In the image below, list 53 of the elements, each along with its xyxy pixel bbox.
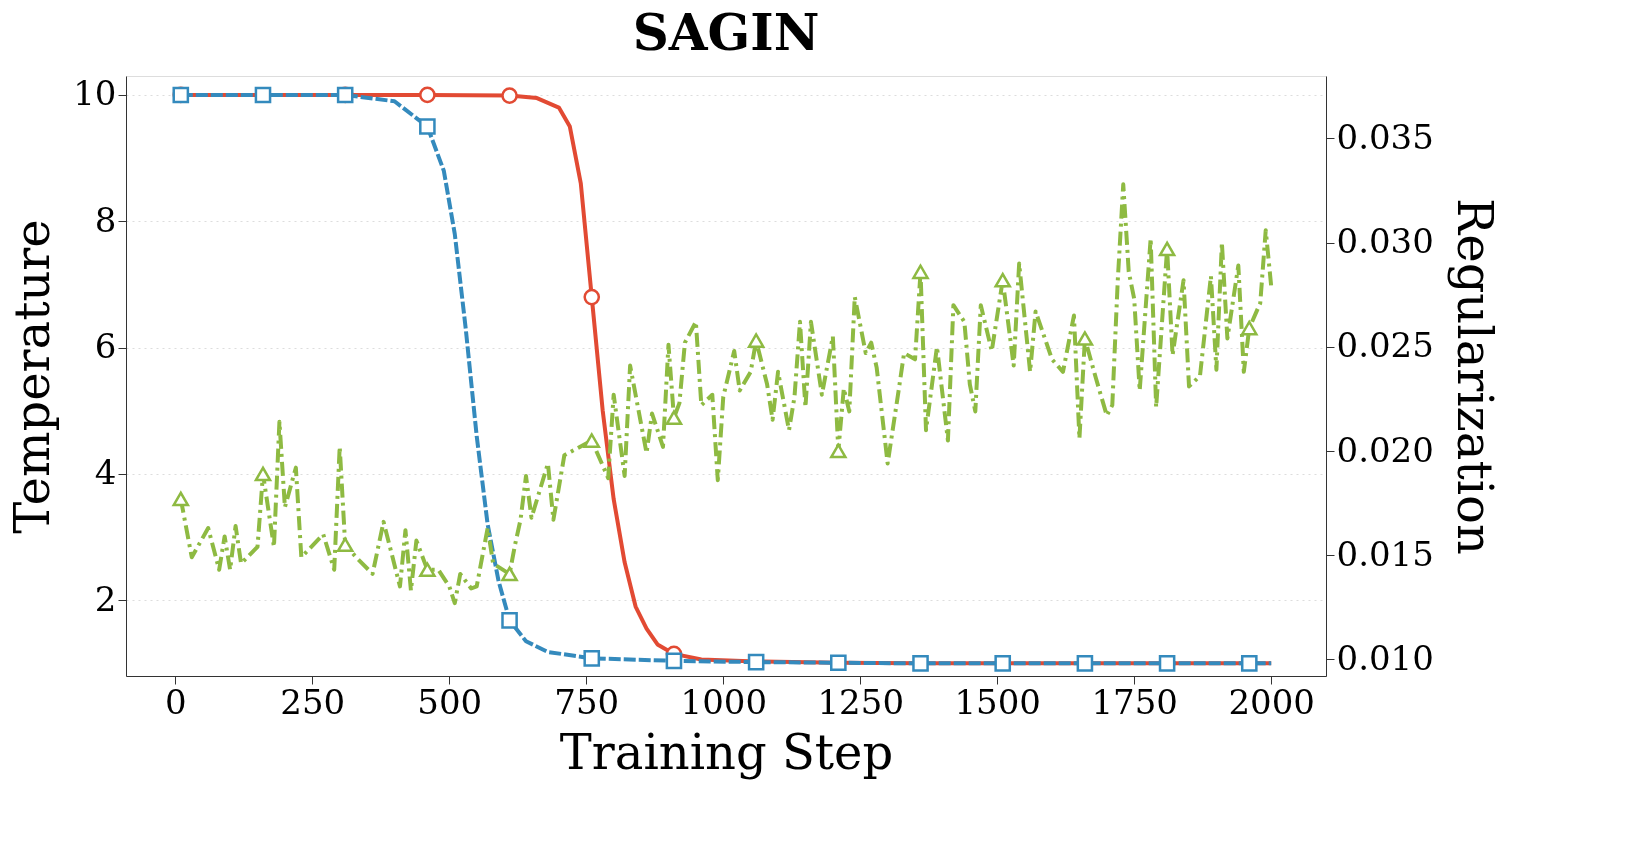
point <box>1158 655 1176 672</box>
point <box>419 86 436 104</box>
point <box>665 410 683 426</box>
point <box>912 264 929 280</box>
point <box>1076 655 1094 672</box>
x-tick-label: 500 <box>417 681 483 722</box>
y2-tick-label: 0.030 <box>1336 221 1434 262</box>
point <box>747 653 765 671</box>
y2-tick-label: 0.025 <box>1336 325 1434 366</box>
y2-tick-label: 0.020 <box>1336 429 1434 470</box>
point <box>1240 655 1258 672</box>
y-tick-label: 10 <box>73 73 117 114</box>
y2-axis-title: Regularization <box>1446 198 1503 555</box>
point <box>583 649 601 667</box>
point <box>665 652 683 670</box>
chart-title: SAGIN <box>632 3 820 62</box>
point <box>501 612 518 629</box>
point <box>1158 241 1176 257</box>
point <box>583 433 601 448</box>
point <box>830 443 847 459</box>
point <box>419 562 436 578</box>
x-tick-label: 1750 <box>1091 681 1178 722</box>
point <box>747 333 765 348</box>
point <box>1240 320 1258 336</box>
point <box>912 655 929 672</box>
point <box>994 655 1012 672</box>
y-tick-label: 2 <box>94 578 117 619</box>
point <box>501 87 518 104</box>
point <box>419 118 436 135</box>
x-tick-label: 250 <box>280 681 346 722</box>
x-tick-label: 1250 <box>817 681 905 722</box>
x-tick-label: 1000 <box>680 681 768 722</box>
y-tick-label: 6 <box>94 326 117 367</box>
x-tick-label: 0 <box>164 681 187 722</box>
point <box>1076 331 1094 346</box>
point <box>172 491 190 507</box>
x-axis-title: Training Step <box>559 723 894 780</box>
y-tick-label: 4 <box>94 452 117 493</box>
point <box>254 466 272 482</box>
y2-tick-label: 0.035 <box>1336 117 1434 157</box>
x-tick-label: 2000 <box>1228 681 1315 722</box>
point <box>336 537 354 553</box>
y-tick-label: 8 <box>94 199 117 240</box>
x-tick-label: 750 <box>554 681 620 722</box>
point <box>994 272 1012 288</box>
point <box>501 566 518 582</box>
point <box>830 654 847 672</box>
point <box>254 86 272 104</box>
y2-tick-label: 0.010 <box>1336 637 1434 678</box>
point <box>583 288 601 306</box>
y-axis-title: Temperature <box>4 219 61 534</box>
y2-tick-label: 0.015 <box>1336 533 1434 574</box>
x-tick-label: 1500 <box>954 681 1041 722</box>
